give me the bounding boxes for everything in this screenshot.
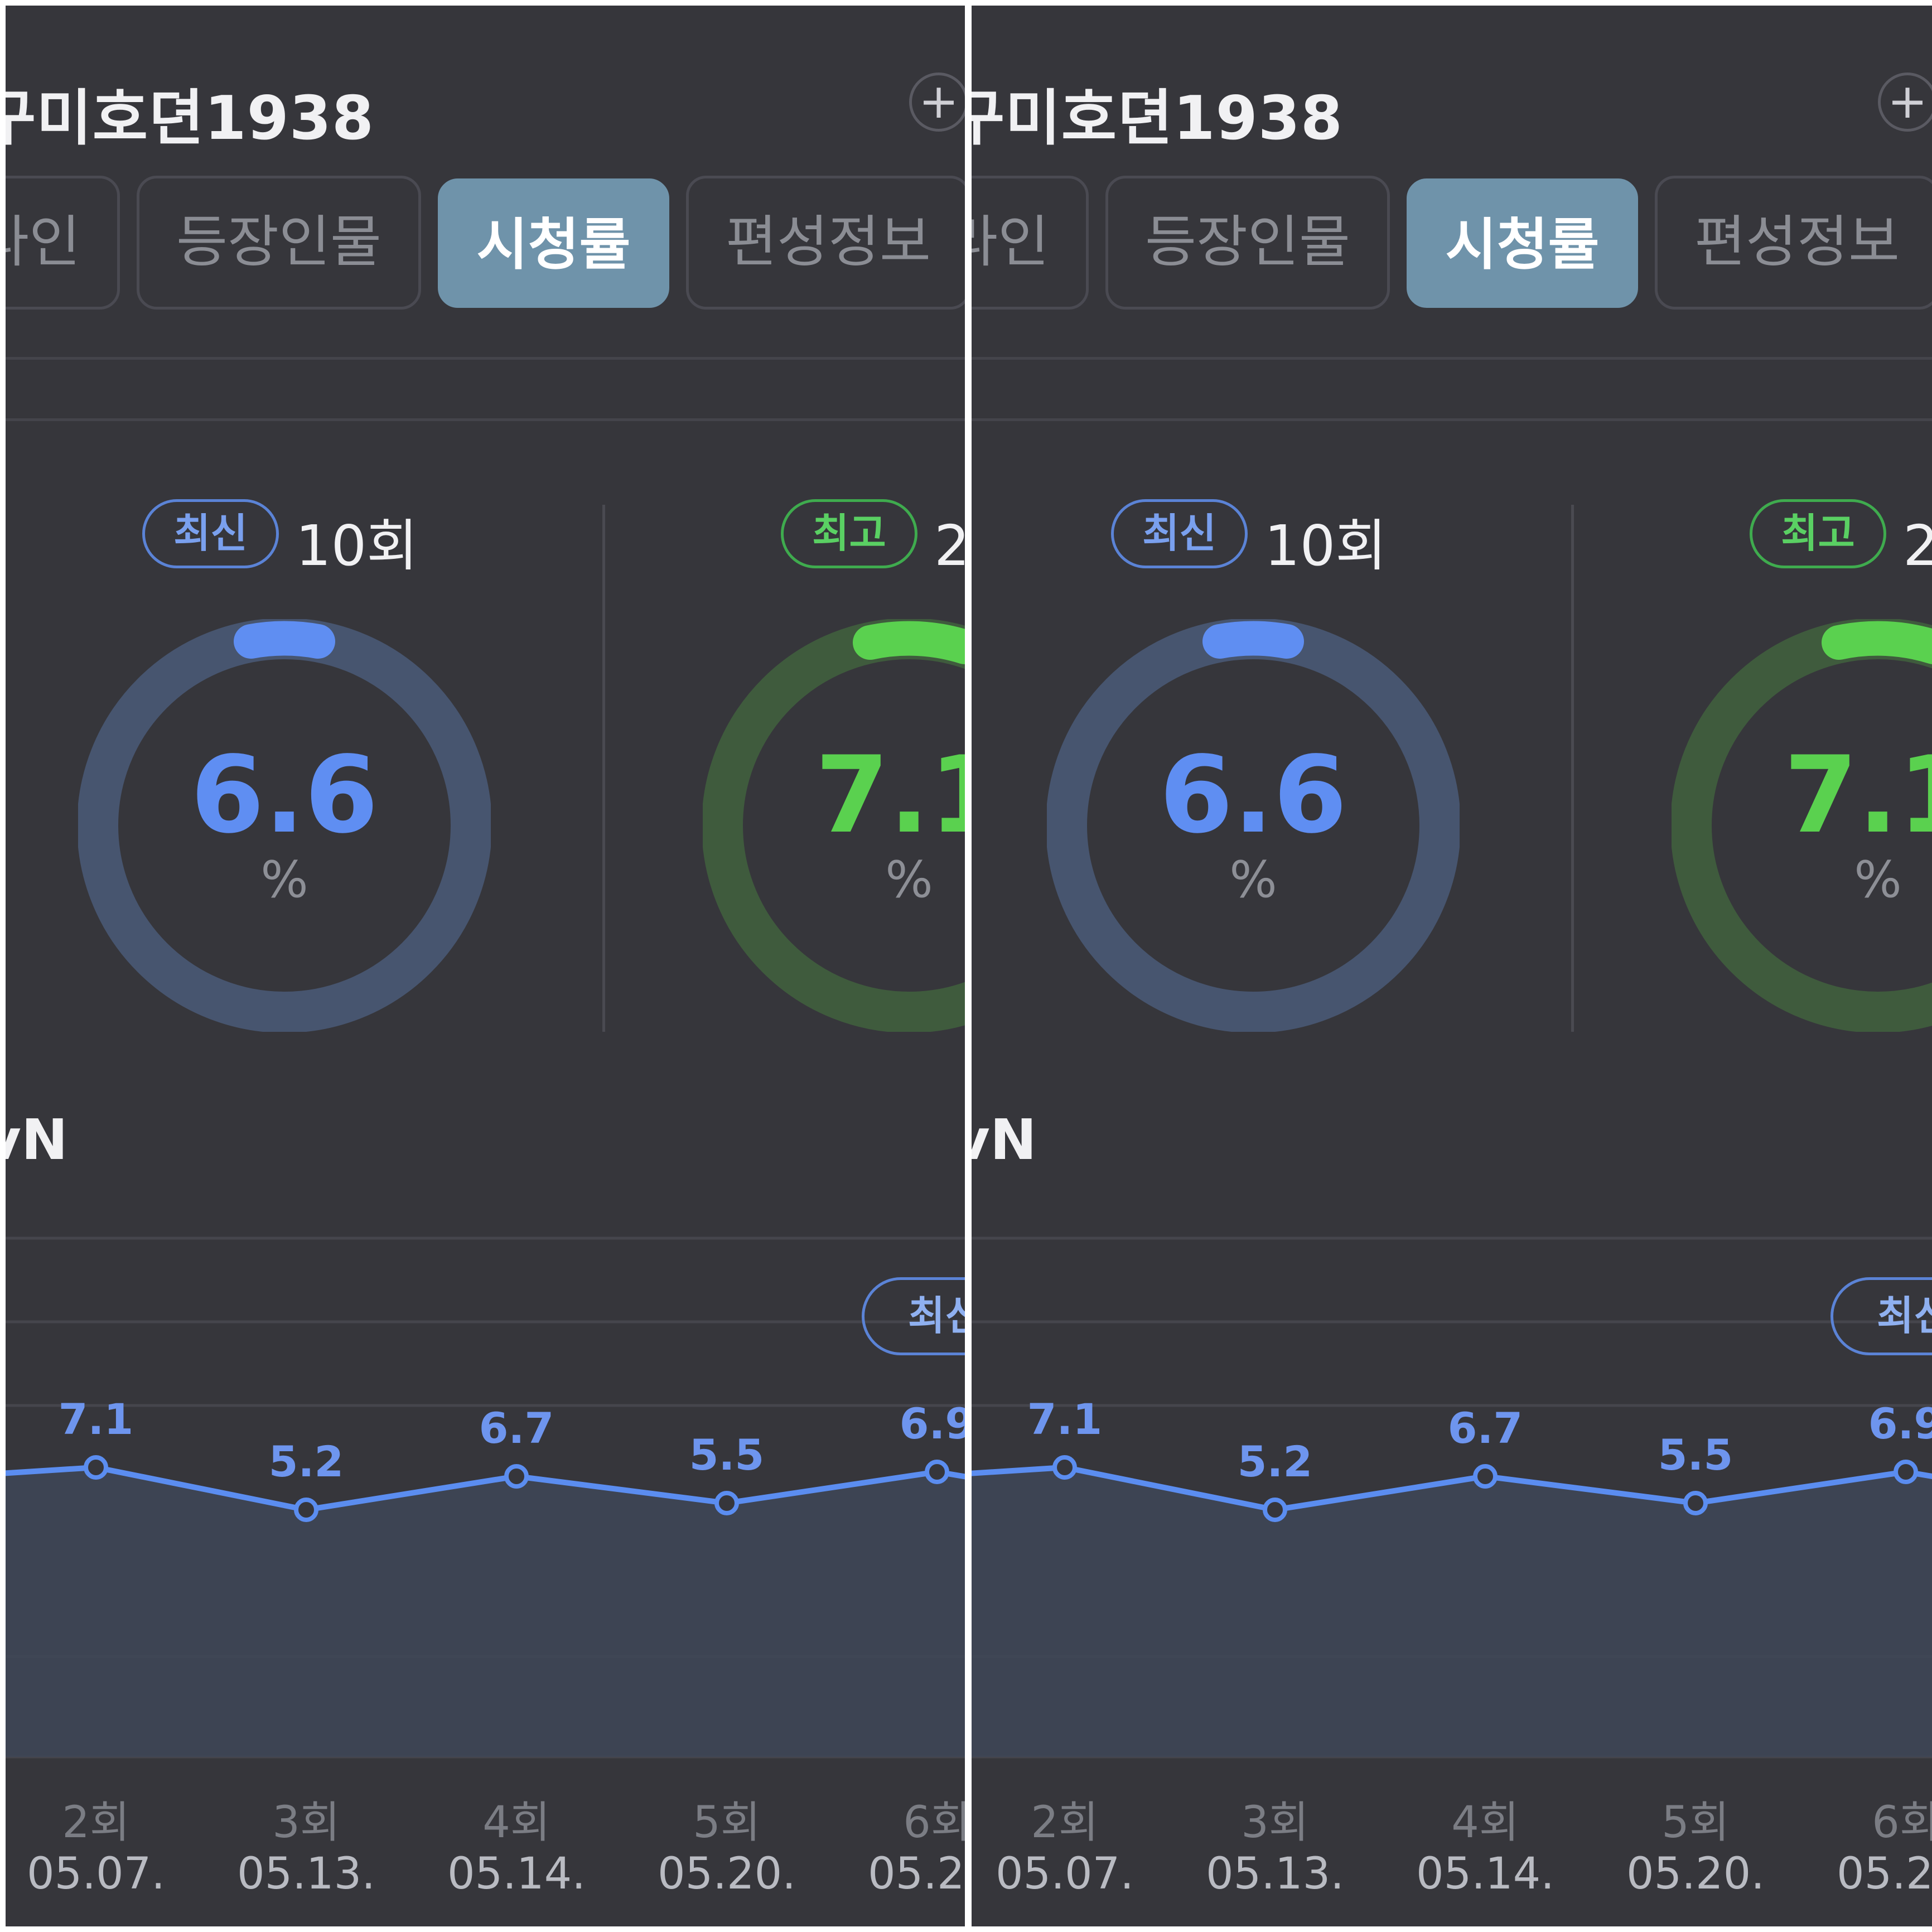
- latest-value: 6.6: [1159, 733, 1347, 857]
- rating-area: [972, 1467, 1932, 1757]
- x-date-label: 05.21.: [867, 1849, 965, 1899]
- x-episode-label: 2회: [62, 1798, 130, 1848]
- content-strip: 구미호뎐1938 + 구 타임라인 등장인물 시청률 편성정보 최신 10회 6…: [972, 6, 1932, 1926]
- rating-line-chart: 6.57.15.26.75.56.95.36.75.06.6: [6, 1237, 965, 1759]
- divider: [972, 418, 1932, 421]
- x-date-label: 05.20.: [657, 1849, 796, 1899]
- add-icon[interactable]: +: [909, 73, 965, 132]
- best-ring: [1672, 619, 1932, 1032]
- x-episode-label: 4회: [1451, 1798, 1519, 1848]
- data-point: [1052, 1455, 1077, 1480]
- tab-characters[interactable]: 등장인물: [1105, 176, 1390, 310]
- rating-line: [6, 1465, 965, 1513]
- x-episode-label: 3회: [272, 1798, 340, 1848]
- divider: [972, 357, 1932, 360]
- best-ring-progress: [1822, 621, 1932, 664]
- tab-characters[interactable]: 등장인물: [137, 176, 421, 310]
- value-label: 5.5: [689, 1430, 765, 1480]
- latest-episode-tag: 최신 회차: [1830, 1277, 1932, 1355]
- x-episode-label: 2회: [1031, 1798, 1099, 1848]
- x-date-label: 05.20.: [1626, 1849, 1765, 1899]
- tab-ratings[interactable]: 시청률: [1407, 178, 1638, 308]
- x-episode-label: 6회: [903, 1798, 965, 1848]
- tab-schedule[interactable]: 편성정보: [1655, 176, 1932, 310]
- drama-title: 구미호뎐1938: [972, 84, 1344, 153]
- best-unit: %: [1854, 851, 1902, 909]
- value-label: 6.7: [1448, 1403, 1523, 1453]
- x-episode-label: 5회: [693, 1798, 761, 1848]
- x-date-label: 05.14.: [447, 1849, 586, 1899]
- latest-badge: 최신: [142, 499, 279, 568]
- best-value: 7.1: [815, 733, 965, 857]
- data-point: [1894, 1460, 1918, 1484]
- card-divider: [1571, 505, 1574, 1032]
- x-date-label: 05.07.: [995, 1849, 1134, 1899]
- latest-episode: 10회: [296, 513, 418, 578]
- best-badge: 최고: [1750, 499, 1886, 568]
- content-strip: 구미호뎐1938 + 구 타임라인 등장인물 시청률 편성정보 최신 10회 6…: [6, 6, 965, 1926]
- value-label: 6.9: [1868, 1399, 1932, 1448]
- data-point: [925, 1460, 949, 1484]
- tab-timeline[interactable]: 타임라인: [6, 176, 120, 310]
- best-unit: %: [885, 851, 933, 909]
- latest-value: 6.6: [190, 733, 379, 857]
- latest-ring: [1047, 619, 1460, 1032]
- value-label: 7.1: [59, 1394, 134, 1444]
- data-point: [714, 1491, 739, 1515]
- screenshot-left: 구미호뎐1938 + 구 타임라인 등장인물 시청률 편성정보 최신 10회 6…: [6, 6, 965, 1926]
- latest-unit: %: [260, 851, 308, 909]
- add-icon[interactable]: +: [1878, 73, 1932, 132]
- x-episode-label: 3회: [1241, 1798, 1309, 1848]
- channel-name: tvN: [6, 1107, 68, 1172]
- latest-ring-progress: [1202, 621, 1304, 659]
- card-divider: [602, 505, 605, 1032]
- best-ring: [703, 619, 965, 1032]
- data-point: [294, 1498, 318, 1522]
- tab-ratings[interactable]: 시청률: [438, 178, 669, 308]
- divider: [6, 418, 965, 421]
- latest-ring: [78, 619, 491, 1032]
- x-episode-label: 6회: [1872, 1798, 1932, 1848]
- rating-line: [972, 1465, 1932, 1513]
- drama-title: 구미호뎐1938: [6, 84, 375, 153]
- x-episode-label: 4회: [482, 1798, 550, 1848]
- x-episode-label: 5회: [1661, 1798, 1730, 1848]
- data-point: [504, 1464, 529, 1489]
- data-point: [84, 1455, 108, 1480]
- tab-timeline[interactable]: 타임라인: [972, 176, 1089, 310]
- latest-episode: 10회: [1264, 513, 1387, 578]
- x-date-label: 05.13.: [1205, 1849, 1345, 1899]
- best-value: 7.1: [1784, 733, 1932, 857]
- best-ring-progress: [853, 621, 965, 664]
- x-date-label: 05.14.: [1416, 1849, 1555, 1899]
- rating-line-chart: 6.57.15.26.75.56.95.36.75.06.6: [972, 1237, 1932, 1759]
- latest-badge: 최신: [1111, 499, 1248, 568]
- screenshot-right: 구미호뎐1938 + 구 타임라인 등장인물 시청률 편성정보 최신 10회 6…: [972, 6, 1932, 1926]
- value-label: 6.9: [900, 1399, 965, 1448]
- x-date-label: 05.21.: [1836, 1849, 1932, 1899]
- divider: [6, 357, 965, 360]
- value-label: 5.2: [269, 1437, 344, 1486]
- best-badge: 최고: [781, 499, 917, 568]
- tab-schedule[interactable]: 편성정보: [686, 176, 965, 310]
- x-date-label: 05.07.: [26, 1849, 166, 1899]
- latest-unit: %: [1229, 851, 1277, 909]
- value-label: 5.5: [1658, 1430, 1733, 1480]
- best-episode: 2회: [1903, 513, 1932, 578]
- latest-ring-progress: [234, 621, 335, 659]
- x-date-label: 05.13.: [236, 1849, 376, 1899]
- rating-area: [6, 1467, 965, 1757]
- channel-name: tvN: [972, 1107, 1037, 1172]
- value-label: 7.1: [1027, 1394, 1103, 1444]
- data-point: [1473, 1464, 1498, 1489]
- data-point: [1263, 1498, 1287, 1522]
- data-point: [1683, 1491, 1708, 1515]
- latest-episode-tag: 최신 회차: [862, 1277, 965, 1355]
- value-label: 5.2: [1238, 1437, 1313, 1486]
- best-episode: 2회: [934, 513, 965, 578]
- value-label: 6.7: [479, 1403, 554, 1453]
